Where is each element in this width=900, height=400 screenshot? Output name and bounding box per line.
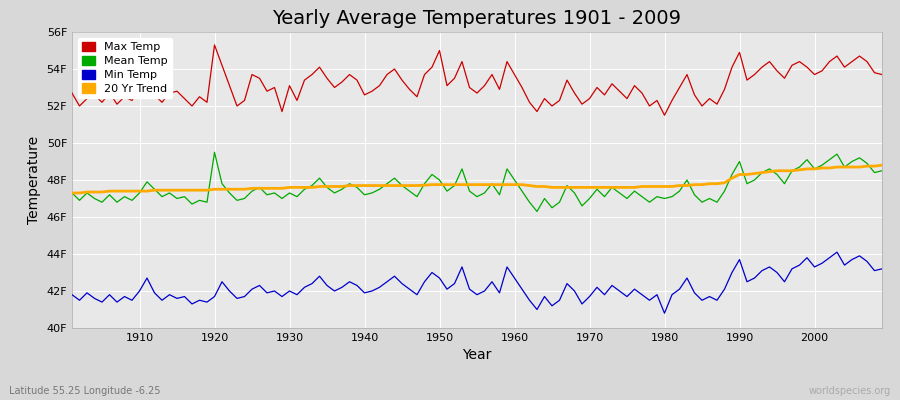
Min Temp [832, 250, 842, 254]
20 Yr Trend [292, 185, 302, 190]
Max Temp [517, 85, 527, 90]
20 Yr Trend [501, 182, 512, 187]
Max Temp [877, 72, 887, 77]
Mean Temp [517, 189, 527, 194]
Mean Temp [127, 198, 138, 203]
Min Temp [659, 311, 670, 316]
Max Temp [344, 72, 355, 77]
Min Temp [67, 292, 77, 297]
20 Yr Trend [599, 185, 610, 190]
Max Temp [67, 91, 77, 96]
Mean Temp [877, 168, 887, 173]
Max Temp [209, 42, 220, 47]
Min Temp [599, 292, 610, 297]
Max Temp [509, 72, 520, 77]
Line: Mean Temp: Mean Temp [72, 152, 882, 212]
Legend: Max Temp, Mean Temp, Min Temp, 20 Yr Trend: Max Temp, Mean Temp, Min Temp, 20 Yr Tre… [77, 38, 172, 98]
Title: Yearly Average Temperatures 1901 - 2009: Yearly Average Temperatures 1901 - 2009 [273, 9, 681, 28]
Max Temp [299, 78, 310, 82]
Min Temp [292, 292, 302, 297]
Mean Temp [509, 178, 520, 182]
Min Temp [509, 276, 520, 280]
Text: Latitude 55.25 Longitude -6.25: Latitude 55.25 Longitude -6.25 [9, 386, 160, 396]
Mean Temp [299, 187, 310, 192]
Max Temp [659, 113, 670, 118]
20 Yr Trend [877, 163, 887, 168]
Mean Temp [344, 181, 355, 186]
Mean Temp [614, 190, 625, 195]
Mean Temp [532, 209, 543, 214]
20 Yr Trend [127, 189, 138, 194]
Min Temp [127, 298, 138, 303]
Min Temp [877, 266, 887, 271]
Text: worldspecies.org: worldspecies.org [809, 386, 891, 396]
Min Temp [337, 285, 347, 290]
Line: Min Temp: Min Temp [72, 252, 882, 313]
Min Temp [501, 264, 512, 269]
Y-axis label: Temperature: Temperature [27, 136, 41, 224]
Mean Temp [209, 150, 220, 155]
20 Yr Trend [337, 184, 347, 189]
20 Yr Trend [67, 190, 77, 195]
20 Yr Trend [509, 182, 520, 187]
Line: Max Temp: Max Temp [72, 45, 882, 115]
Max Temp [127, 98, 138, 103]
Max Temp [607, 81, 617, 86]
Mean Temp [67, 190, 77, 195]
Line: 20 Yr Trend: 20 Yr Trend [72, 165, 882, 193]
X-axis label: Year: Year [463, 348, 491, 362]
